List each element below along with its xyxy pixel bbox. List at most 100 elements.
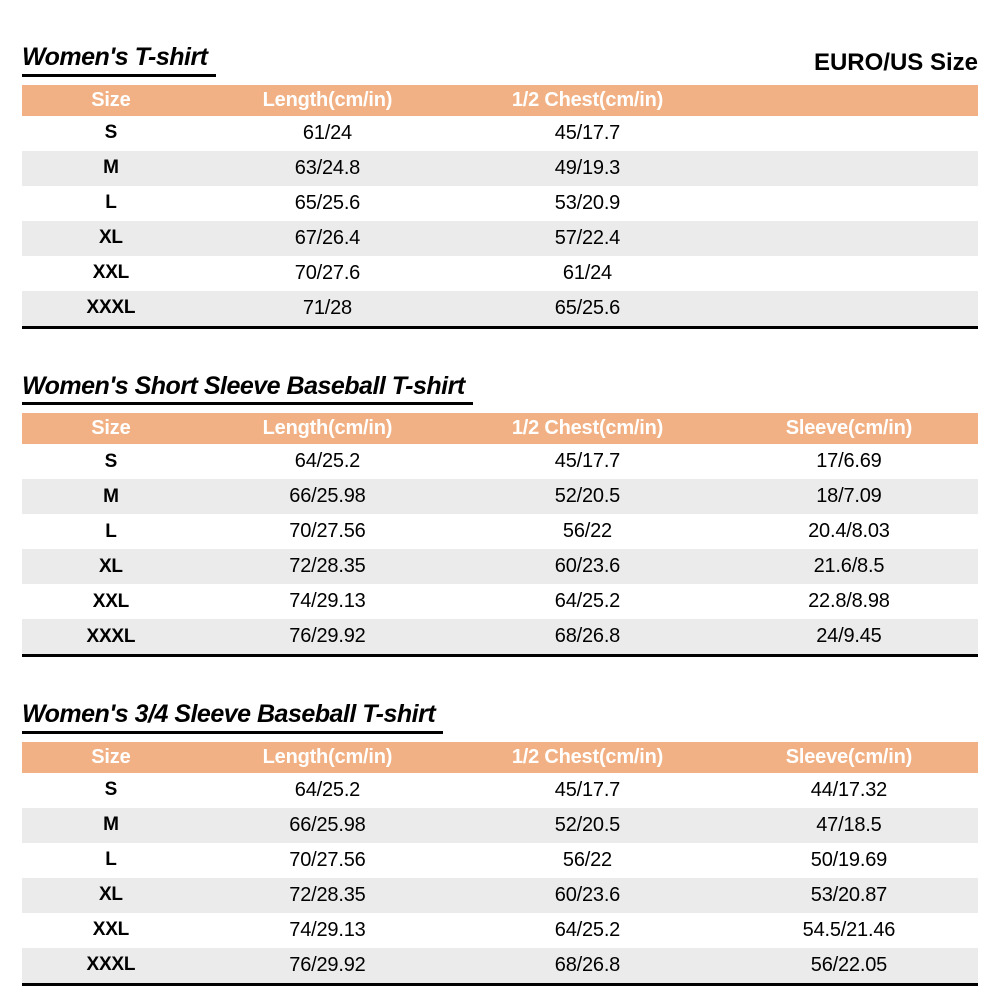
table-row: XL 67/26.4 57/22.4 [22, 220, 978, 256]
value-cell: 70/27.6 [294, 261, 361, 284]
column-header-chest: 1/2 Chest(cm/in) [455, 84, 720, 116]
value-cell: 53/20.9 [554, 191, 621, 214]
size-table-short-sleeve-baseball: Size Length(cm/in) 1/2 Chest(cm/in) Slee… [22, 413, 978, 657]
table-row: XXXL 76/29.92 68/26.8 56/22.05 [22, 947, 978, 984]
title-row: Women's Short Sleeve Baseball T-shirt [22, 372, 978, 405]
value-cell: 57/22.4 [554, 226, 621, 249]
header-row: Size Length(cm/in) 1/2 Chest(cm/in) Slee… [22, 741, 978, 773]
value-cell [720, 256, 978, 291]
value-cell: 70/27.56 [289, 848, 366, 871]
size-cell: M [103, 485, 119, 507]
size-cell: XXXL [86, 297, 136, 318]
size-table-womens-tshirt: Size Length(cm/in) 1/2 Chest(cm/in) S 61/… [22, 84, 978, 329]
value-cell: 50/19.69 [810, 848, 888, 871]
header-row: Size Length(cm/in) 1/2 Chest(cm/in) [22, 84, 978, 116]
table-row: XXL 74/29.13 64/25.2 22.8/8.98 [22, 584, 978, 619]
column-header-sleeve: Sleeve(cm/in) [719, 741, 978, 773]
value-cell: 60/23.6 [554, 883, 621, 906]
value-cell: 21.6/8.5 [813, 555, 885, 577]
value-cell: 76/29.92 [289, 953, 366, 976]
size-cell: L [105, 520, 117, 542]
value-cell: 56/22.05 [810, 953, 888, 976]
size-table-three-quarter-sleeve-baseball: Size Length(cm/in) 1/2 Chest(cm/in) Slee… [22, 741, 978, 986]
value-cell: 61/24 [302, 121, 352, 144]
unit-system-label: EURO/US Size [813, 48, 978, 76]
column-header-size: Size [22, 413, 200, 444]
size-cell: S [104, 450, 118, 472]
size-cell: XXL [92, 590, 130, 612]
section-title: Women's Short Sleeve Baseball T-shirt [22, 372, 473, 405]
size-cell: L [105, 849, 117, 870]
value-cell: 47/18.5 [816, 813, 882, 836]
section-short-sleeve-baseball-tshirt: Women's Short Sleeve Baseball T-shirt Si… [22, 372, 978, 657]
value-cell: 74/29.13 [289, 918, 366, 941]
value-cell: 61/24 [562, 261, 612, 284]
table-row: S 64/25.2 45/17.7 17/6.69 [22, 444, 978, 479]
value-cell: 71/28 [302, 296, 352, 319]
table-row: M 66/25.98 52/20.5 18/7.09 [22, 479, 978, 514]
size-cell: XL [98, 227, 123, 248]
column-header-chest: 1/2 Chest(cm/in) [455, 413, 720, 444]
table-row: S 61/24 45/17.7 [22, 116, 978, 151]
value-cell: 60/23.6 [554, 555, 621, 577]
value-cell: 66/25.98 [289, 485, 366, 507]
section-three-quarter-sleeve-baseball-tshirt: Women's 3/4 Sleeve Baseball T-shirt Size… [22, 700, 978, 986]
value-cell: 22.8/8.98 [808, 590, 890, 612]
value-cell: 67/26.4 [294, 226, 361, 249]
value-cell: 65/25.6 [554, 296, 621, 319]
table-row: L 70/27.56 56/22 50/19.69 [22, 843, 978, 878]
section-womens-tshirt: Women's T-shirt EURO/US Size Size Length… [22, 43, 978, 329]
value-cell [720, 291, 978, 328]
value-cell: 66/25.98 [289, 813, 366, 836]
size-cell: S [104, 122, 118, 143]
value-cell: 64/25.2 [294, 778, 361, 801]
size-cell: XXL [92, 262, 130, 283]
value-cell: 45/17.7 [554, 778, 621, 801]
table-row: XL 72/28.35 60/23.6 53/20.87 [22, 877, 978, 913]
value-cell: 68/26.8 [554, 625, 621, 647]
value-cell: 53/20.87 [810, 883, 888, 906]
value-cell [720, 221, 978, 256]
size-cell: XXXL [86, 954, 136, 975]
value-cell: 56/22 [562, 520, 612, 542]
value-cell: 63/24.8 [294, 156, 361, 179]
size-cell: XXXL [86, 625, 136, 647]
section-title: Women's 3/4 Sleeve Baseball T-shirt [22, 700, 444, 734]
value-cell: 64/25.2 [294, 450, 361, 472]
table-row: XL 72/28.35 60/23.6 21.6/8.5 [22, 549, 978, 584]
column-header-size: Size [22, 741, 200, 773]
value-cell: 65/25.6 [294, 191, 361, 214]
value-cell: 74/29.13 [289, 590, 366, 612]
value-cell [720, 116, 978, 151]
table-row: S 64/25.2 45/17.7 44/17.32 [22, 773, 978, 808]
value-cell [720, 151, 978, 186]
value-cell: 18/7.09 [816, 485, 882, 507]
value-cell: 56/22 [562, 848, 612, 871]
table-row: M 63/24.8 49/19.3 [22, 150, 978, 186]
size-cell: XL [98, 884, 123, 905]
title-row: Women's 3/4 Sleeve Baseball T-shirt [22, 700, 978, 734]
table-body: S 64/25.2 45/17.7 17/6.69 M 66/25.98 52/20.5 18… [22, 444, 978, 656]
value-cell: 45/17.7 [554, 121, 621, 144]
value-cell: 64/25.2 [554, 590, 621, 612]
table-row: XXXL 71/28 65/25.6 [22, 290, 978, 328]
column-header-chest: 1/2 Chest(cm/in) [455, 741, 720, 773]
column-header-size: Size [22, 84, 200, 116]
column-header-empty [719, 84, 978, 116]
table-body: S 61/24 45/17.7 M 63/24.8 49/19.3 L 65/25.6 53/2… [22, 116, 978, 328]
table-row: XXL 74/29.13 64/25.2 54.5/21.46 [22, 913, 978, 948]
size-cell: M [103, 814, 119, 835]
column-header-sleeve: Sleeve(cm/in) [719, 413, 978, 444]
value-cell: 76/29.92 [289, 625, 366, 647]
value-cell: 52/20.5 [554, 485, 621, 507]
value-cell: 44/17.32 [810, 778, 888, 801]
value-cell: 72/28.35 [289, 883, 366, 906]
column-header-length: Length(cm/in) [199, 413, 456, 444]
value-cell: 72/28.35 [289, 555, 366, 577]
value-cell: 24/9.45 [816, 625, 882, 647]
value-cell: 68/26.8 [554, 953, 621, 976]
size-cell: XL [98, 555, 123, 577]
value-cell: 64/25.2 [554, 918, 621, 941]
column-header-length: Length(cm/in) [199, 84, 456, 116]
